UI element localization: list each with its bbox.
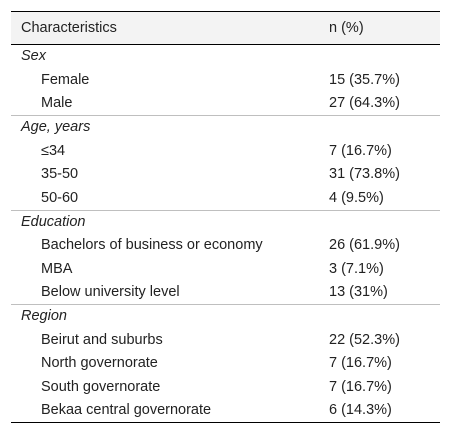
row-label: North governorate (41, 355, 158, 372)
row-value: 15 (35.7%) (329, 71, 400, 88)
table-row: Female 15 (35.7%) (11, 68, 440, 91)
row-label: Bachelors of business or economy (41, 237, 263, 254)
table-row: Bekaa central governorate 6 (14.3%) (11, 398, 440, 424)
row-value: 4 (9.5%) (329, 189, 384, 206)
table-row: ≤34 7 (16.7%) (11, 140, 440, 163)
row-value: 13 (31%) (329, 284, 388, 301)
header-characteristics: Characteristics (21, 20, 117, 36)
row-label: 50-60 (41, 189, 79, 206)
row-label: Below university level (41, 284, 180, 301)
row-value: 27 (64.3%) (329, 94, 400, 111)
group-label: Sex (21, 48, 46, 65)
row-label: Beirut and suburbs (41, 331, 163, 348)
table-row: MBA 3 (7.1%) (11, 258, 440, 281)
group-row-sex: Sex (11, 45, 440, 69)
table-row: 50-60 4 (9.5%) (11, 186, 440, 210)
row-label: Female (41, 71, 90, 88)
row-value: 26 (61.9%) (329, 237, 400, 254)
row-label: MBA (41, 260, 73, 277)
row-value: 3 (7.1%) (329, 260, 384, 277)
row-label: 35-50 (41, 166, 79, 183)
row-value: 31 (73.8%) (329, 166, 400, 183)
group-row-region: Region (11, 304, 440, 329)
header-row: Characteristics n (%) (11, 11, 440, 45)
row-value: 6 (14.3%) (329, 398, 440, 424)
row-label: Male (41, 94, 73, 111)
row-value: 22 (52.3%) (329, 331, 400, 348)
row-value: 7 (16.7%) (329, 142, 392, 159)
row-label: Bekaa central governorate (11, 398, 329, 424)
table-row: Male 27 (64.3%) (11, 92, 440, 116)
group-label: Region (11, 304, 440, 329)
row-label: ≤34 (41, 142, 66, 159)
table-row: Bachelors of business or economy 26 (61.… (11, 234, 440, 257)
table-row: Beirut and suburbs 22 (52.3%) (11, 329, 440, 352)
table-row: South governorate 7 (16.7%) (11, 375, 440, 398)
header-n-percent: n (%) (329, 20, 364, 36)
group-row-age: Age, years (11, 115, 440, 140)
table-row: Below university level 13 (31%) (11, 281, 440, 305)
group-label: Age, years (11, 115, 440, 140)
table-row: North governorate 7 (16.7%) (11, 352, 440, 375)
group-row-education: Education (11, 209, 440, 235)
row-value: 7 (16.7%) (329, 378, 392, 395)
characteristics-table: Characteristics n (%) Sex Female 15 (35.… (11, 11, 440, 424)
row-label: South governorate (41, 378, 161, 395)
table-row: 35-50 31 (73.8%) (11, 163, 440, 186)
row-value: 7 (16.7%) (329, 355, 392, 372)
characteristics-table-container: Characteristics n (%) Sex Female 15 (35.… (11, 11, 440, 424)
group-label: Education (11, 209, 440, 235)
table-header: Characteristics n (%) (11, 11, 440, 45)
table-body: Sex Female 15 (35.7%) Male 27 (64.3%) Ag… (11, 45, 440, 424)
